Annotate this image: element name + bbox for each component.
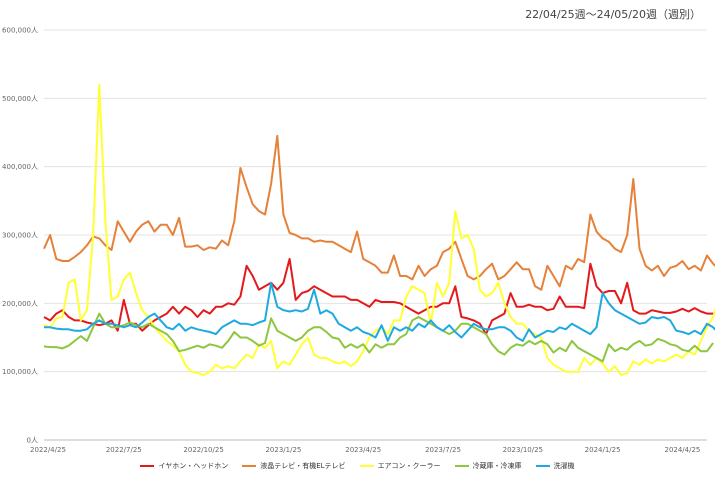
y-tick-label: 500,000人	[2, 95, 38, 103]
legend-swatch	[454, 465, 469, 467]
x-tick-label: 2023/10/25	[503, 446, 543, 454]
y-tick-label: 200,000人	[2, 300, 38, 308]
y-tick-label: 600,000人	[2, 27, 38, 35]
x-tick-label: 2023/4/25	[345, 446, 381, 454]
x-tick-label: 2022/4/25	[30, 446, 66, 454]
legend-swatch	[242, 465, 257, 467]
legend-label: イヤホン・ヘッドホン	[158, 462, 229, 470]
legend-label: 洗濯機	[553, 462, 575, 470]
legend-item: 洗濯機	[535, 461, 575, 471]
x-tick-label: 2024/1/25	[585, 446, 621, 454]
y-axis-ticks: 0人 100,000人 200,000人 300,000人 400,000人 500,00…	[2, 27, 38, 445]
series-lines	[43, 83, 715, 377]
x-axis-ticks: 2022/4/25 2022/7/25 2022/10/25 2023/1/25 202…	[30, 446, 700, 454]
series-line-2	[43, 83, 715, 377]
legend-item: 冷蔵庫・冷凍庫	[454, 461, 522, 471]
y-tick-label: 100,000人	[2, 368, 38, 376]
legend-swatch	[359, 465, 374, 467]
legend-label: エアコン・クーラー	[377, 462, 441, 470]
series-line-4	[44, 281, 715, 342]
legend-item: 液晶テレビ・有機ELテレビ	[242, 461, 346, 471]
y-tick-label: 300,000人	[2, 232, 38, 240]
x-tick-label: 2023/7/25	[425, 446, 461, 454]
legend-label: 液晶テレビ・有機ELテレビ	[260, 462, 346, 470]
y-tick-label: 0人	[27, 437, 38, 445]
legend: イヤホン・ヘッドホン 液晶テレビ・有機ELテレビ エアコン・クーラー 冷蔵庫・冷凍庫 洗…	[0, 461, 715, 471]
legend-label: 冷蔵庫・冷凍庫	[472, 462, 522, 470]
x-tick-label: 2022/7/25	[106, 446, 142, 454]
legend-swatch	[140, 465, 155, 467]
series-line-3	[43, 312, 714, 363]
x-tick-label: 2023/1/25	[265, 446, 301, 454]
period-label: 22/04/25週～24/05/20週（週別）	[525, 8, 701, 21]
series-line-1	[43, 134, 715, 291]
x-tick-label: 2024/4/25	[664, 446, 700, 454]
legend-item: エアコン・クーラー	[359, 461, 441, 471]
legend-item: イヤホン・ヘッドホン	[140, 461, 228, 471]
y-tick-label: 400,000人	[2, 163, 38, 171]
x-tick-label: 2022/10/25	[183, 446, 223, 454]
legend-swatch	[535, 465, 550, 467]
grid-lines	[44, 29, 707, 441]
